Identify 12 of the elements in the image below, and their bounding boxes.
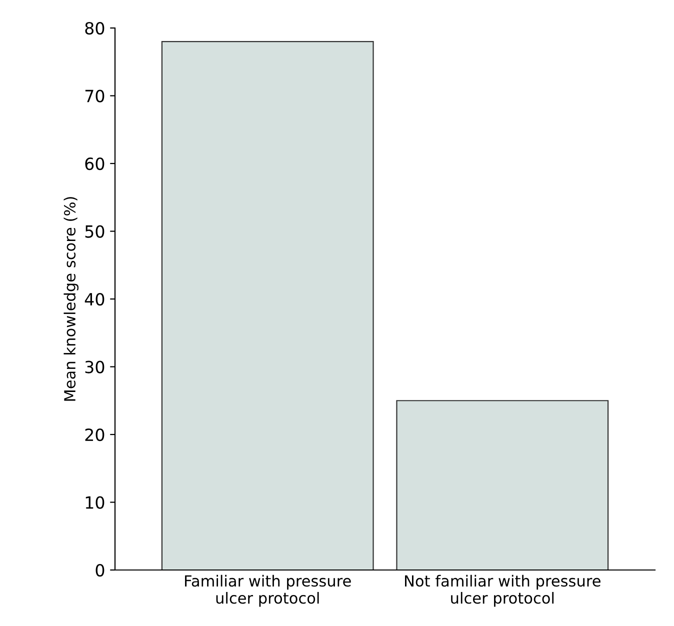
y-axis-title: Mean knowledge score (%) [64, 197, 79, 401]
y-tick-label: 60 [85, 157, 104, 170]
x-tick-label: Not familiar with pressure ulcer protocol [405, 574, 600, 607]
y-tick-label: 30 [85, 360, 104, 374]
y-tick-label: 0 [96, 564, 104, 577]
y-tick-label: 50 [85, 225, 104, 238]
y-tick-label: 20 [85, 428, 104, 442]
y-tick-label: 70 [85, 90, 104, 102]
y-tick-label: 10 [86, 496, 104, 509]
y-tick-label: 40 [84, 292, 104, 306]
y-tick-label: 80 [85, 22, 104, 35]
x-tick-label: Familiar with pressure ulcer protocol [185, 574, 351, 607]
